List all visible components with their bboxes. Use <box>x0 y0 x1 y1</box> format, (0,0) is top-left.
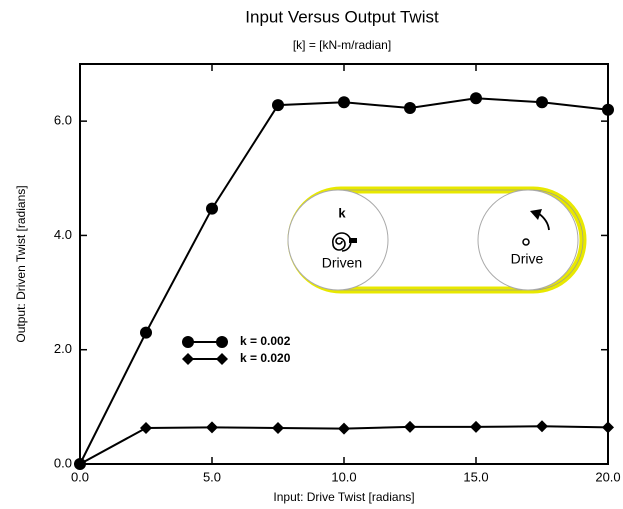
data-point <box>470 92 482 105</box>
legend-marker <box>182 353 194 365</box>
chart-title: Input Versus Output Twist <box>245 7 439 26</box>
inset-diagram: k Driven Drive <box>287 186 587 294</box>
data-point <box>272 99 284 112</box>
data-point <box>140 422 152 434</box>
data-point <box>206 202 218 215</box>
drive-hub <box>522 238 530 246</box>
x-tick-label: 0.0 <box>71 469 89 484</box>
x-tick-label: 20.0 <box>595 469 620 484</box>
driven-label: Driven <box>322 255 362 271</box>
legend-marker <box>216 336 228 348</box>
legend-marker <box>182 336 194 348</box>
y-tick-label: 6.0 <box>54 113 72 128</box>
arrow-head <box>530 209 542 220</box>
y-tick-label: 4.0 <box>54 227 72 242</box>
data-point <box>536 96 548 109</box>
data-point <box>602 103 614 116</box>
data-point <box>404 102 416 114</box>
data-point <box>536 420 548 433</box>
data-point <box>206 421 218 434</box>
x-tick-label: 10.0 <box>331 469 356 484</box>
y-tick-label: 2.0 <box>54 341 72 356</box>
x-tick-label: 15.0 <box>463 469 488 484</box>
data-point <box>470 420 482 433</box>
data-point <box>338 422 350 435</box>
spring-anchor <box>349 238 357 243</box>
data-point <box>602 421 614 434</box>
x-axis-label: Input: Drive Twist [radians] <box>273 490 414 504</box>
data-point <box>140 326 152 339</box>
legend-marker <box>216 353 228 365</box>
spring-label: k <box>338 205 346 220</box>
data-point <box>404 420 416 433</box>
legend-label: k = 0.020 <box>240 351 291 365</box>
data-point <box>74 458 86 470</box>
y-axis-label: Output: Driven Twist [radians] <box>14 185 28 342</box>
x-tick-label: 5.0 <box>203 469 221 484</box>
legend-label: k = 0.002 <box>240 334 291 348</box>
y-tick-label: 0.0 <box>54 455 72 470</box>
data-point <box>338 96 350 109</box>
data-point <box>272 422 284 434</box>
driven-pulley <box>287 189 389 291</box>
chart-subtitle: [k] = [kN-m/radian] <box>293 38 391 52</box>
drive-label: Drive <box>511 251 544 267</box>
